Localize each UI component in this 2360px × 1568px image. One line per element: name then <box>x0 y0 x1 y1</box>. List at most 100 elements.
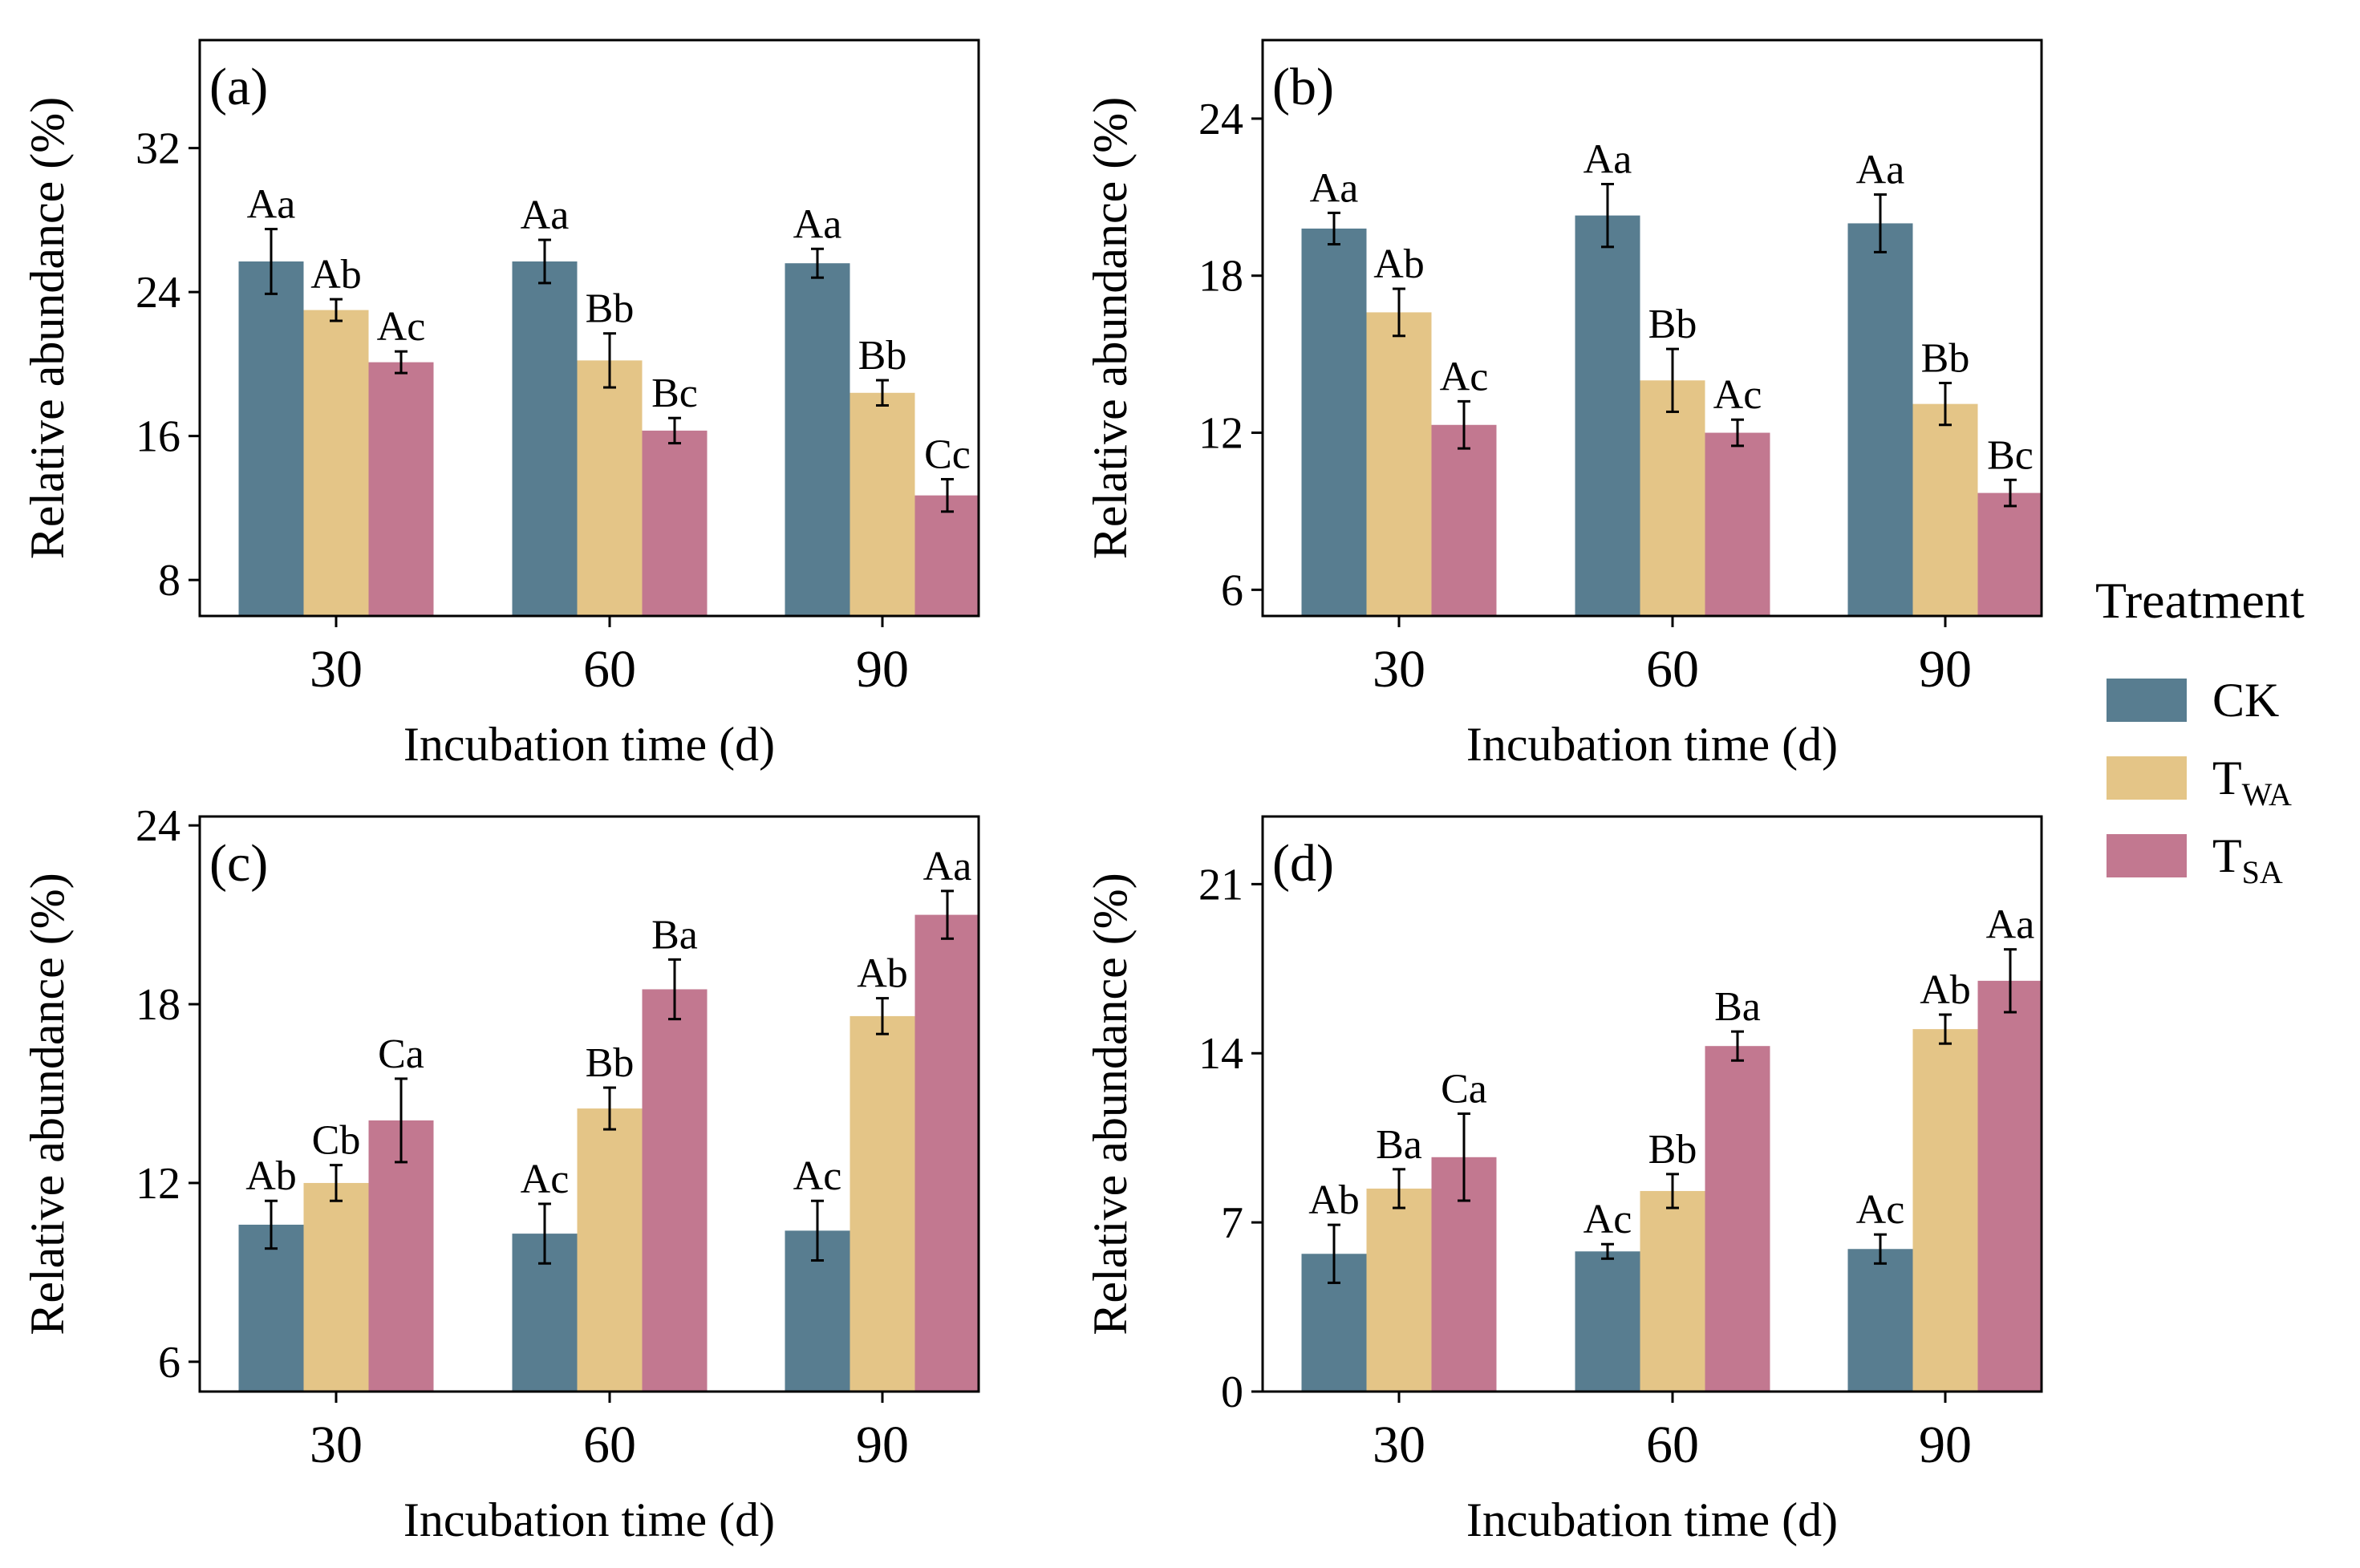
legend-label-TWA: TWA <box>2212 752 2292 812</box>
sig-label-TSA-60: Ac <box>1713 372 1762 418</box>
y-tick-label: 18 <box>136 980 180 1030</box>
y-tick-label: 6 <box>158 1338 180 1388</box>
x-tick-label: 90 <box>1919 1416 1972 1474</box>
y-tick-label: 12 <box>1198 409 1243 459</box>
error-bar-TSA-30 <box>395 1077 408 1164</box>
bar-TSA-30 <box>368 1120 434 1392</box>
sig-label-TWA-60: Bb <box>586 1040 635 1086</box>
legend-swatch-TSA <box>2107 834 2187 877</box>
error-bar-CK-90 <box>1874 193 1887 253</box>
error-bar-TSA-60 <box>668 958 681 1021</box>
x-tick-label: 90 <box>856 1416 909 1474</box>
x-axis-title: Incubation time (d) <box>1466 1493 1838 1546</box>
error-bar-TSA-90 <box>2004 948 2017 1014</box>
sig-label-TSA-90: Bc <box>1987 432 2034 478</box>
bar-TWA-90 <box>1912 1029 1978 1392</box>
x-axis-title: Incubation time (d) <box>1466 718 1838 771</box>
bar-TWA-30 <box>1366 312 1432 616</box>
legend-label-TSA: TSA <box>2212 829 2283 890</box>
x-tick-label: 60 <box>1646 1416 1699 1474</box>
y-tick-label: 18 <box>1198 252 1243 302</box>
sig-label-CK-90: Ac <box>793 1153 842 1199</box>
y-tick-label: 14 <box>1198 1029 1243 1079</box>
legend-item-CK: CK <box>2107 674 2279 727</box>
bar-TSA-30 <box>1431 424 1497 616</box>
sig-label-TSA-90: Cc <box>924 432 971 477</box>
bar-TWA-90 <box>1912 403 1978 616</box>
y-axis-title: Relative abundance (%) <box>21 97 74 559</box>
sig-label-TWA-90: Ab <box>857 951 908 997</box>
error-bar-TSA-30 <box>1458 399 1470 450</box>
bar-CK-30 <box>238 1224 304 1392</box>
error-bar-TSA-60 <box>668 416 681 445</box>
y-tick-label: 6 <box>1221 565 1243 615</box>
sig-label-TWA-30: Ba <box>1376 1122 1422 1168</box>
error-bar-CK-60 <box>1601 183 1614 249</box>
sig-label-TWA-30: Cb <box>312 1118 361 1164</box>
x-tick-label: 30 <box>310 640 363 699</box>
bar-TSA-90 <box>914 914 980 1392</box>
sig-label-CK-90: Aa <box>793 201 842 247</box>
x-tick-label: 90 <box>856 640 909 699</box>
error-bar-TWA-30 <box>1393 287 1405 338</box>
legend-items: CK TWA TSA <box>2107 674 2292 890</box>
error-bar-CK-60 <box>1601 1242 1614 1260</box>
sig-label-TWA-60: Bb <box>586 286 635 332</box>
y-tick-label: 12 <box>136 1159 180 1209</box>
sig-label-TWA-90: Bb <box>1921 336 1970 382</box>
bar-TWA-30 <box>1366 1188 1432 1392</box>
bar-TSA-60 <box>642 989 708 1392</box>
axes-frame <box>198 815 980 1393</box>
x-tick-label: 30 <box>1373 1416 1425 1474</box>
sig-label-TSA-60: Bc <box>651 371 698 416</box>
bar-TWA-30 <box>303 1182 369 1392</box>
error-bar-CK-90 <box>811 1199 824 1262</box>
sig-label-TSA-30: Ca <box>1441 1067 1487 1112</box>
chart-panel-b: Aa Ab Ac Aa Bb Ac Aa Bb Bc 6 12 18 24 30 60 90 Incubatio… <box>1084 38 2043 771</box>
sig-label-CK-60: Aa <box>521 192 570 238</box>
error-bar-TWA-60 <box>1666 347 1679 413</box>
error-bar-CK-90 <box>1874 1233 1887 1265</box>
error-bar-TWA-60 <box>1666 1173 1679 1209</box>
sig-label-TWA-30: Ab <box>1373 241 1425 287</box>
sig-label-CK-90: Aa <box>1856 148 1905 193</box>
bar-TSA-60 <box>1705 1046 1770 1392</box>
error-bar-CK-30 <box>265 1199 278 1250</box>
sig-label-TSA-90: Aa <box>923 844 972 889</box>
sig-label-TSA-30: Ca <box>378 1031 424 1077</box>
legend-title: Treatment <box>2095 572 2305 629</box>
sig-label-TWA-90: Ab <box>1920 967 1971 1013</box>
bar-TWA-60 <box>577 1108 643 1392</box>
x-tick-label: 60 <box>583 640 636 699</box>
error-bar-TWA-30 <box>330 298 343 322</box>
x-axis-title: Incubation time (d) <box>403 1493 775 1546</box>
panel-label: (b) <box>1272 58 1334 116</box>
sig-label-CK-60: Ac <box>521 1157 570 1202</box>
bar-TWA-60 <box>1640 380 1705 616</box>
bar-TSA-90 <box>914 495 980 616</box>
sig-label-TSA-90: Aa <box>1986 902 2035 948</box>
y-axis-title: Relative abundance (%) <box>1084 873 1137 1335</box>
error-bar-TWA-60 <box>603 1086 616 1131</box>
bar-TWA-90 <box>850 1015 915 1392</box>
y-tick-label: 24 <box>1198 95 1243 144</box>
error-bar-CK-30 <box>1328 211 1340 246</box>
sig-label-CK-60: Ac <box>1583 1197 1632 1242</box>
y-tick-label: 24 <box>136 801 180 851</box>
bar-TWA-30 <box>303 310 369 616</box>
bar-TSA-60 <box>1705 432 1770 616</box>
sig-label-TSA-30: Ac <box>377 304 426 350</box>
chart-panel-d: Ab Ba Ca Ac Bb Ba Ac Ab Aa 0 7 14 21 30 60 90 Incubation… <box>1084 815 2043 1546</box>
error-bar-TWA-30 <box>330 1164 343 1202</box>
sig-label-CK-30: Ab <box>1308 1177 1360 1223</box>
error-bar-TSA-90 <box>2004 478 2017 508</box>
x-tick-label: 60 <box>583 1416 636 1474</box>
error-bar-CK-90 <box>811 247 824 279</box>
error-bar-TWA-60 <box>603 332 616 389</box>
bar-TWA-60 <box>1640 1190 1705 1392</box>
panel-label: (c) <box>209 834 268 893</box>
bar-CK-60 <box>1575 215 1640 616</box>
error-bar-TSA-60 <box>1731 1030 1744 1062</box>
legend: Treatment CK TWA TSA <box>2095 572 2305 890</box>
